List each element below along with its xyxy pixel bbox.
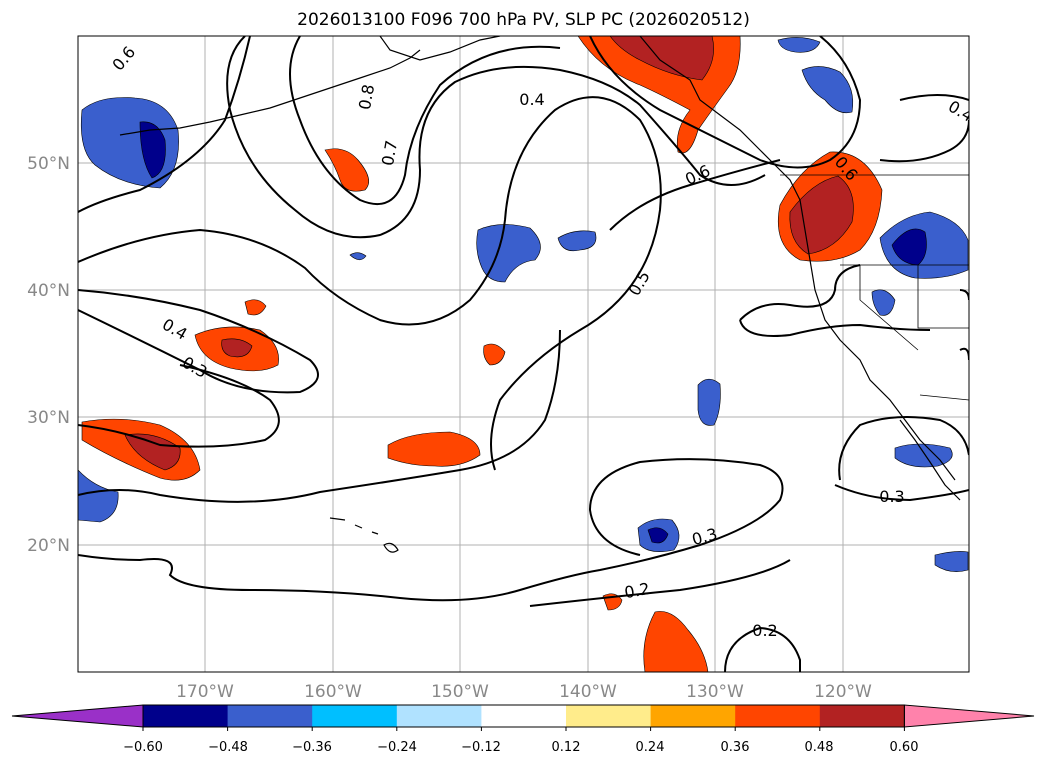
longitude-labels: 170°W 160°W 150°W 140°W 130°W 120°W	[176, 682, 872, 702]
colorbar-segment	[819, 705, 905, 727]
neg-blob-west-edge	[78, 469, 119, 523]
us-west-coast	[799, 199, 956, 481]
lat-label: 30°N	[27, 408, 70, 428]
contour-label: 0.4	[519, 90, 544, 109]
aleutian-chain	[119, 49, 421, 136]
borders	[780, 174, 969, 401]
colorbar-tick-label: 0.12	[552, 740, 581, 755]
colorbar-tick-label: 0.48	[805, 740, 834, 755]
contour-lines	[78, 36, 969, 672]
colorbar-extend-high	[903, 704, 1035, 728]
contour-label: 0.2	[752, 621, 777, 640]
colorbar-tick-label: −0.36	[292, 740, 332, 755]
neg-blob-aleutian-core	[139, 121, 166, 179]
baja	[899, 419, 961, 501]
hawaii-islands	[329, 517, 399, 553]
neg-blob-northeast-b	[801, 66, 854, 114]
colorbar-tick-label: −0.60	[123, 740, 163, 755]
colorbar-extend-low	[11, 704, 144, 728]
pos-blob-west-a-core	[221, 338, 253, 358]
pos-blob-north-small	[324, 148, 370, 192]
map-frame	[77, 35, 970, 673]
negative-pv-areas	[78, 37, 969, 572]
neg-blob-nevada	[871, 289, 896, 316]
map-title: 2026013100 F096 700 hPa PV, SLP PC (2026…	[297, 10, 750, 30]
contour-label: 0.8	[355, 83, 378, 111]
lon-label: 170°W	[176, 682, 234, 702]
lon-label: 150°W	[431, 682, 489, 702]
neg-blob-se-corner	[934, 551, 969, 572]
colorbar-tick-label: −0.12	[461, 740, 501, 755]
neg-blob-central	[476, 224, 541, 283]
colorbar-segment	[566, 705, 652, 727]
colorbar-segment	[227, 705, 313, 727]
neg-blob-east-vertical	[697, 378, 721, 426]
colorbar	[11, 704, 1035, 731]
neg-blob-small-a	[557, 230, 597, 252]
colorbar-tick-label: 0.24	[636, 740, 665, 755]
pos-blob-mid-south	[387, 431, 481, 467]
positive-pv-areas	[81, 36, 883, 672]
colorbar-segment	[481, 705, 567, 727]
lat-label: 20°N	[27, 536, 70, 556]
colorbar-tick-label: 0.60	[890, 740, 919, 755]
neg-blob-northeast-a	[777, 37, 821, 53]
colorbar-tick-label: −0.48	[208, 740, 248, 755]
neg-blob-small-b	[349, 252, 367, 261]
colorbar-outline	[142, 704, 905, 728]
pos-blob-bottom	[643, 611, 709, 672]
colorbar-segment	[396, 705, 482, 727]
pos-blob-mid-small	[483, 343, 506, 366]
coastlines	[119, 36, 961, 553]
pos-blob-alaska-core	[609, 36, 714, 81]
neg-blob-baja	[894, 443, 953, 468]
colorbar-segment	[312, 705, 398, 727]
neg-blob-south-core	[647, 527, 669, 544]
pos-blob-southwest-core	[124, 433, 181, 471]
colorbar-segment	[650, 705, 736, 727]
lon-label: 140°W	[559, 682, 617, 702]
contour-label: 0.3	[879, 487, 904, 506]
colorbar-segment	[143, 705, 229, 727]
lon-label: 130°W	[686, 682, 744, 702]
colorbar-tick-label: 0.36	[721, 740, 750, 755]
latitude-labels: 50°N 40°N 30°N 20°N	[27, 154, 70, 556]
alaska-coast	[379, 36, 501, 61]
lat-label: 40°N	[27, 281, 70, 301]
neg-blob-california-core	[891, 228, 927, 266]
lon-label: 120°W	[814, 682, 872, 702]
colorbar-segment	[735, 705, 821, 727]
pos-blob-west-b	[244, 299, 267, 316]
lat-label: 50°N	[27, 154, 70, 174]
bc-coast	[639, 36, 801, 201]
colorbar-tick-labels: −0.60 −0.48 −0.36 −0.24 −0.12 0.12 0.24 …	[123, 740, 918, 755]
lon-label: 160°W	[304, 682, 362, 702]
contour-label: 0.2	[623, 579, 651, 602]
contour-label: 0.7	[378, 139, 401, 167]
colorbar-tick-label: −0.24	[377, 740, 417, 755]
